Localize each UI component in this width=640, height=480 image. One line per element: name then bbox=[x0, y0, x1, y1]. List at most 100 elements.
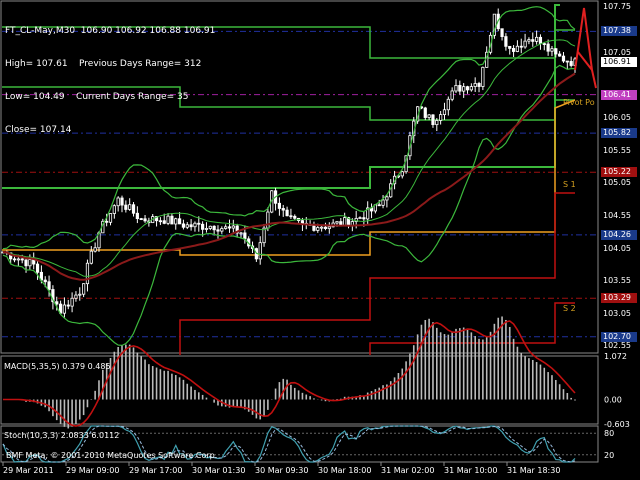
price-label-11: 104.26 bbox=[601, 229, 637, 240]
bollinger-mid bbox=[2, 39, 576, 277]
candle-body bbox=[224, 226, 228, 229]
candle-body bbox=[266, 211, 270, 229]
candle-body bbox=[35, 263, 40, 273]
candle-body bbox=[235, 225, 239, 234]
candle-body bbox=[212, 225, 216, 231]
price-label-5: 106.05 bbox=[603, 113, 631, 123]
candle-body bbox=[358, 217, 362, 220]
main-frame bbox=[0, 0, 599, 354]
x-tick-label-8: 31 Mar 18:30 bbox=[507, 466, 561, 475]
low-line: Low= 104.49 Current Days Range= 35 bbox=[5, 92, 189, 102]
candle-body bbox=[385, 196, 389, 201]
price-label-3: 106.91 bbox=[601, 57, 637, 68]
candle-body bbox=[62, 304, 67, 314]
candle-body bbox=[128, 204, 132, 210]
candle-body bbox=[239, 232, 243, 235]
candle-body bbox=[569, 61, 573, 66]
candle-body bbox=[227, 226, 232, 229]
candle-body bbox=[208, 225, 212, 229]
candle-body bbox=[511, 48, 516, 52]
price-label-6: 105.82 bbox=[601, 128, 637, 139]
candle-body bbox=[74, 294, 78, 299]
x-tick-label-2: 29 Mar 17:00 bbox=[129, 466, 183, 475]
pivot-label: Pivot Po bbox=[563, 98, 595, 107]
price-label-10: 104.55 bbox=[603, 210, 631, 220]
candle-body bbox=[108, 213, 113, 223]
candle-body bbox=[174, 218, 178, 225]
candle-body bbox=[458, 85, 462, 92]
macd-axis-label-2: -0.603 bbox=[604, 420, 630, 429]
candle-body bbox=[481, 66, 485, 87]
candle-body bbox=[262, 227, 266, 244]
candle-body bbox=[377, 204, 381, 207]
candle-body bbox=[546, 43, 550, 52]
candle-body bbox=[542, 43, 546, 45]
candle-body bbox=[70, 297, 74, 307]
stoch-axis-label-0: 80 bbox=[604, 429, 614, 438]
candle-body bbox=[220, 228, 224, 232]
candle-body bbox=[312, 224, 316, 231]
candle-body bbox=[565, 60, 569, 63]
candle-body bbox=[323, 226, 328, 229]
x-tick-label-4: 30 Mar 09:30 bbox=[255, 466, 309, 475]
candle-body bbox=[462, 86, 466, 92]
candle-body bbox=[442, 109, 447, 116]
price-label-14: 103.29 bbox=[601, 293, 637, 304]
stoch-frame bbox=[0, 425, 599, 463]
candle-body bbox=[281, 208, 285, 211]
candle-body bbox=[162, 220, 166, 224]
candle-body bbox=[28, 259, 32, 267]
close-line: Close= 107.14 bbox=[5, 125, 72, 135]
r2-step-line bbox=[2, 26, 575, 59]
candle-body bbox=[201, 223, 205, 230]
candle-body bbox=[85, 262, 90, 285]
candle-body bbox=[366, 207, 370, 220]
candle-body bbox=[519, 45, 523, 48]
candle-body bbox=[450, 90, 454, 100]
candle-body bbox=[189, 224, 193, 228]
candle-body bbox=[527, 39, 531, 42]
macd-axis-label-1: 0.00 bbox=[604, 396, 622, 405]
candle-body bbox=[558, 53, 562, 57]
price-label-2: 107.05 bbox=[603, 47, 631, 57]
copyright: BMF Meta, © 2001-2010 MetaQuotes Softwar… bbox=[6, 451, 218, 460]
candle-body bbox=[327, 226, 331, 229]
price-label-15: 103.05 bbox=[603, 308, 631, 318]
s2-label: S 2 bbox=[563, 304, 576, 313]
candle-body bbox=[538, 36, 543, 44]
pivot-step-line bbox=[2, 99, 576, 256]
candle-body bbox=[439, 114, 443, 121]
x-tick-label-1: 29 Mar 09:00 bbox=[66, 466, 120, 475]
candle-body bbox=[24, 259, 28, 267]
candle-body bbox=[177, 218, 182, 225]
candle-body bbox=[316, 227, 320, 231]
candle-body bbox=[289, 215, 293, 218]
candle-body bbox=[531, 39, 535, 42]
candle-body bbox=[193, 222, 197, 228]
stoch-label: Stoch(10,3,3) 2.0833 6.0112 bbox=[4, 431, 120, 440]
chart-info: FT_CL-May,M30 106.90 106.92 106.88 106.9… bbox=[5, 4, 215, 147]
candle-body bbox=[431, 114, 435, 126]
s1-step-line bbox=[179, 192, 575, 355]
candle-body bbox=[508, 45, 512, 49]
macd-frame bbox=[0, 355, 599, 425]
symbol-line: FT_CL-May,M30 106.90 106.92 106.88 106.9… bbox=[5, 26, 216, 36]
candle-body bbox=[204, 228, 209, 230]
price-label-0: 107.75 bbox=[603, 2, 631, 12]
s2-step-line bbox=[369, 302, 575, 355]
candle-body bbox=[258, 242, 262, 260]
candle-body bbox=[427, 114, 431, 118]
candle-body bbox=[158, 220, 162, 223]
candle-body bbox=[89, 250, 93, 264]
candle-body bbox=[561, 55, 566, 62]
candle-body bbox=[477, 83, 481, 87]
candle-body bbox=[51, 289, 55, 303]
stoch-d-line bbox=[2, 425, 576, 463]
x-tick-label-7: 31 Mar 10:00 bbox=[444, 466, 498, 475]
candle-body bbox=[16, 258, 20, 261]
candle-body bbox=[423, 107, 427, 118]
price-label-9: 105.05 bbox=[603, 178, 631, 188]
macd-label: MACD(5,35,5) 0.379 0.485 bbox=[4, 362, 111, 371]
price-label-4: 106.41 bbox=[601, 89, 637, 100]
